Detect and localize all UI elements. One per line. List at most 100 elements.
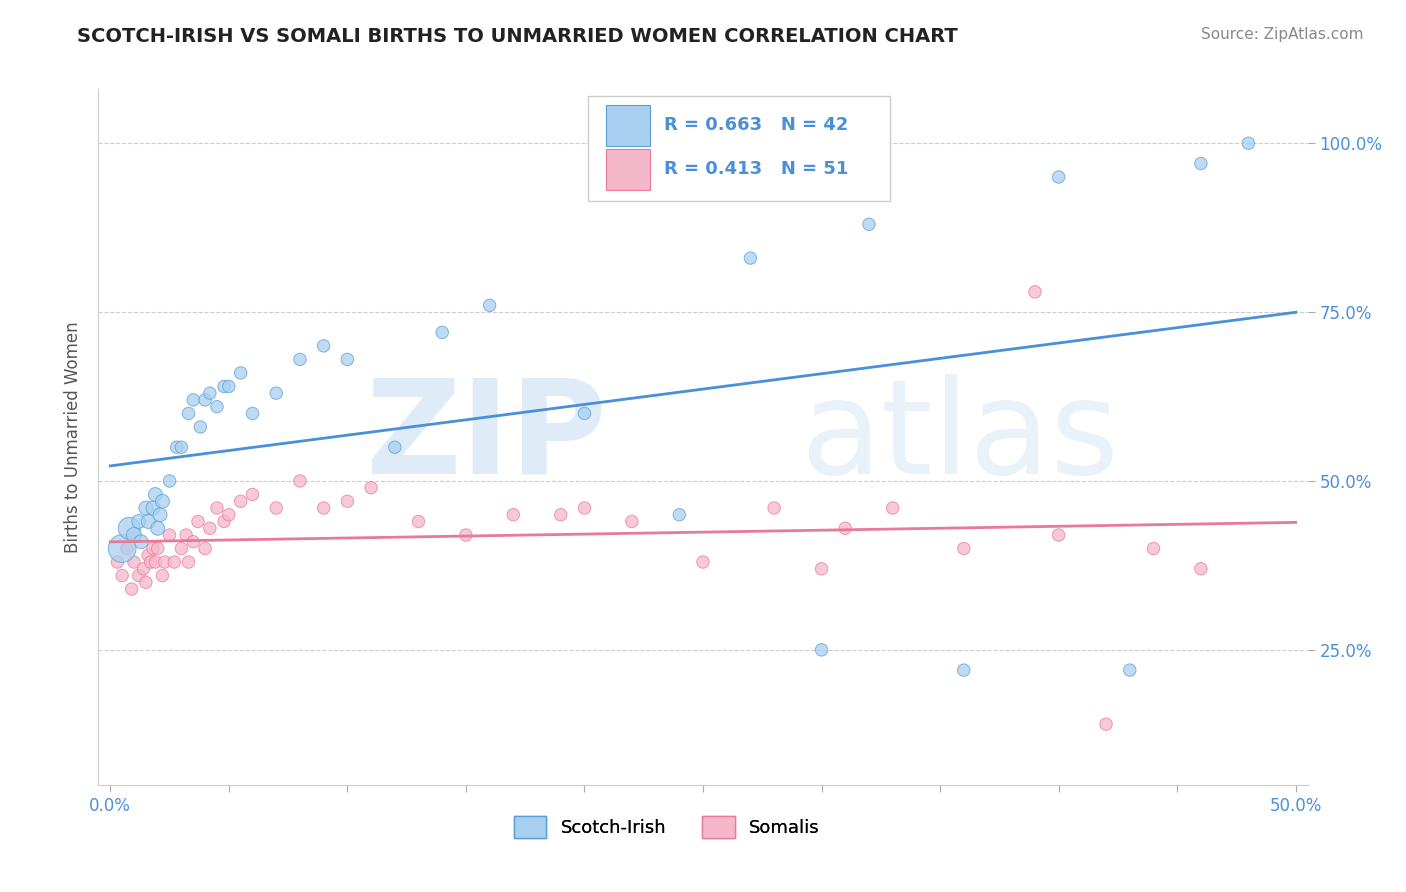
Text: ZIP: ZIP	[364, 374, 606, 500]
Point	[143, 487, 166, 501]
Point	[146, 541, 169, 556]
Text: atlas: atlas	[800, 374, 1119, 500]
Point	[135, 501, 157, 516]
Point	[153, 555, 176, 569]
Point	[128, 568, 150, 582]
Point	[212, 515, 235, 529]
Point	[139, 555, 162, 569]
Point	[142, 541, 165, 556]
Point	[882, 501, 904, 516]
Point	[121, 582, 143, 596]
FancyBboxPatch shape	[606, 149, 650, 190]
Point	[810, 643, 832, 657]
Point	[574, 406, 596, 420]
Point	[129, 534, 152, 549]
Point	[1189, 562, 1212, 576]
Point	[135, 575, 157, 590]
Point	[740, 251, 762, 265]
Point	[834, 521, 856, 535]
Point	[152, 568, 174, 582]
Point	[229, 366, 252, 380]
Point	[952, 663, 974, 677]
Point	[205, 501, 228, 516]
Point	[136, 515, 159, 529]
Point	[312, 501, 335, 516]
Point	[692, 555, 714, 569]
Point	[177, 406, 200, 420]
Point	[242, 487, 264, 501]
Point	[159, 474, 181, 488]
Point	[177, 555, 200, 569]
Point	[149, 508, 172, 522]
Point	[550, 508, 572, 522]
FancyBboxPatch shape	[606, 105, 650, 146]
Point	[190, 420, 212, 434]
Point	[432, 326, 454, 340]
Point	[336, 352, 359, 367]
Point	[205, 400, 228, 414]
Point	[105, 555, 128, 569]
Point	[502, 508, 524, 522]
Point	[242, 406, 264, 420]
Point	[810, 562, 832, 576]
Point	[212, 379, 235, 393]
Point	[198, 521, 221, 535]
Point	[170, 541, 193, 556]
Point	[478, 298, 501, 312]
Point	[668, 508, 690, 522]
Point	[118, 521, 141, 535]
Point	[408, 515, 430, 529]
Point	[142, 501, 165, 516]
Point	[264, 501, 287, 516]
Point	[360, 481, 382, 495]
Point	[181, 534, 204, 549]
Point	[264, 386, 287, 401]
Point	[620, 515, 643, 529]
Point	[122, 528, 145, 542]
Y-axis label: Births to Unmarried Women: Births to Unmarried Women	[65, 321, 83, 553]
Text: SCOTCH-IRISH VS SOMALI BIRTHS TO UNMARRIED WOMEN CORRELATION CHART: SCOTCH-IRISH VS SOMALI BIRTHS TO UNMARRI…	[77, 27, 957, 45]
Point	[1095, 717, 1118, 731]
Point	[128, 515, 150, 529]
FancyBboxPatch shape	[588, 96, 890, 201]
Point	[166, 440, 188, 454]
Point	[132, 562, 155, 576]
Point	[146, 521, 169, 535]
Point	[122, 555, 145, 569]
Point	[194, 392, 217, 407]
Point	[152, 494, 174, 508]
Point	[384, 440, 406, 454]
Point	[218, 379, 240, 393]
Point	[858, 217, 880, 231]
Point	[763, 501, 786, 516]
Point	[187, 515, 209, 529]
Point	[1237, 136, 1260, 151]
Point	[170, 440, 193, 454]
Point	[159, 528, 181, 542]
Text: R = 0.413   N = 51: R = 0.413 N = 51	[664, 161, 849, 178]
Point	[336, 494, 359, 508]
Point	[181, 392, 204, 407]
Text: Source: ZipAtlas.com: Source: ZipAtlas.com	[1201, 27, 1364, 42]
Point	[229, 494, 252, 508]
Legend: Scotch-Irish, Somalis: Scotch-Irish, Somalis	[506, 809, 827, 846]
Point	[1189, 156, 1212, 170]
Point	[312, 339, 335, 353]
Point	[1119, 663, 1142, 677]
Point	[111, 541, 134, 556]
Point	[288, 352, 311, 367]
Point	[136, 549, 159, 563]
Point	[1024, 285, 1046, 299]
Point	[574, 501, 596, 516]
Point	[198, 386, 221, 401]
Point	[1047, 528, 1070, 542]
Point	[288, 474, 311, 488]
Point	[1047, 169, 1070, 184]
Point	[111, 568, 134, 582]
Point	[163, 555, 186, 569]
Point	[1142, 541, 1164, 556]
Point	[115, 541, 138, 556]
Point	[174, 528, 197, 542]
Point	[194, 541, 217, 556]
Point	[218, 508, 240, 522]
